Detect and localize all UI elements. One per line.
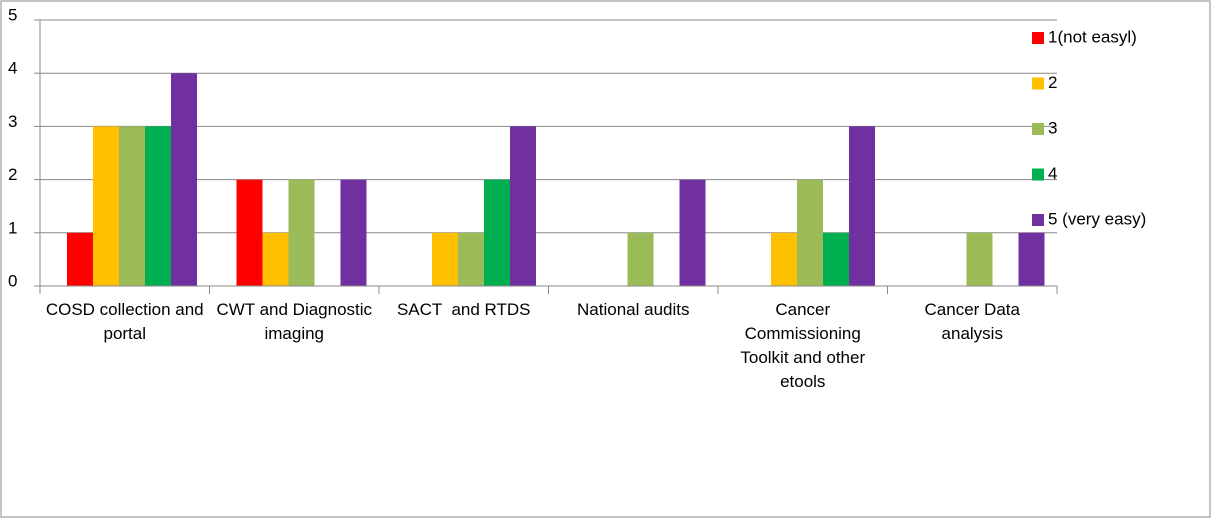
legend-swatch (1032, 168, 1044, 181)
bar (262, 232, 289, 286)
bar (171, 73, 197, 286)
bar (288, 179, 315, 286)
y-tick-label: 2 (8, 165, 17, 184)
x-tick-label: COSD collection and portal (45, 300, 209, 343)
bar (1018, 232, 1045, 286)
bar (432, 232, 458, 286)
y-tick-label: 0 (8, 271, 17, 290)
bar (67, 232, 93, 286)
y-tick-label: 3 (8, 112, 17, 131)
bar (771, 232, 797, 286)
bar (627, 232, 654, 286)
legend-label: 5 (very easy) (1048, 209, 1146, 228)
x-tick-label: National audits (577, 300, 690, 319)
legend-label: 4 (1048, 164, 1057, 183)
bar (484, 179, 510, 286)
bar (679, 179, 706, 286)
x-tick-label: CWT and Diagnostic imaging (216, 300, 377, 343)
bar (236, 179, 263, 286)
bar (797, 179, 823, 286)
y-tick-label: 5 (8, 5, 17, 24)
x-tick-label: SACT and RTDS (396, 300, 531, 319)
legend-label: 1(not easyl) (1048, 27, 1137, 46)
legend-label: 3 (1048, 118, 1057, 137)
bar (458, 232, 484, 286)
legend-label: 2 (1048, 73, 1057, 92)
bar (340, 179, 367, 286)
x-tick-label: Cancer Commissioning Toolkit and other e… (740, 300, 870, 391)
bar (823, 232, 849, 286)
y-tick-label: 4 (8, 59, 17, 78)
legend-swatch (1032, 214, 1044, 226)
bar (849, 126, 875, 287)
legend-swatch (1032, 123, 1044, 135)
y-tick-label: 1 (8, 218, 17, 237)
legend-swatch (1032, 77, 1044, 90)
bar (93, 126, 119, 287)
bar (145, 126, 171, 287)
x-tick-label: Cancer Data analysis (924, 300, 1025, 343)
bar (966, 232, 993, 286)
legend-swatch (1032, 32, 1044, 44)
bar (119, 126, 145, 287)
bar (510, 126, 536, 287)
